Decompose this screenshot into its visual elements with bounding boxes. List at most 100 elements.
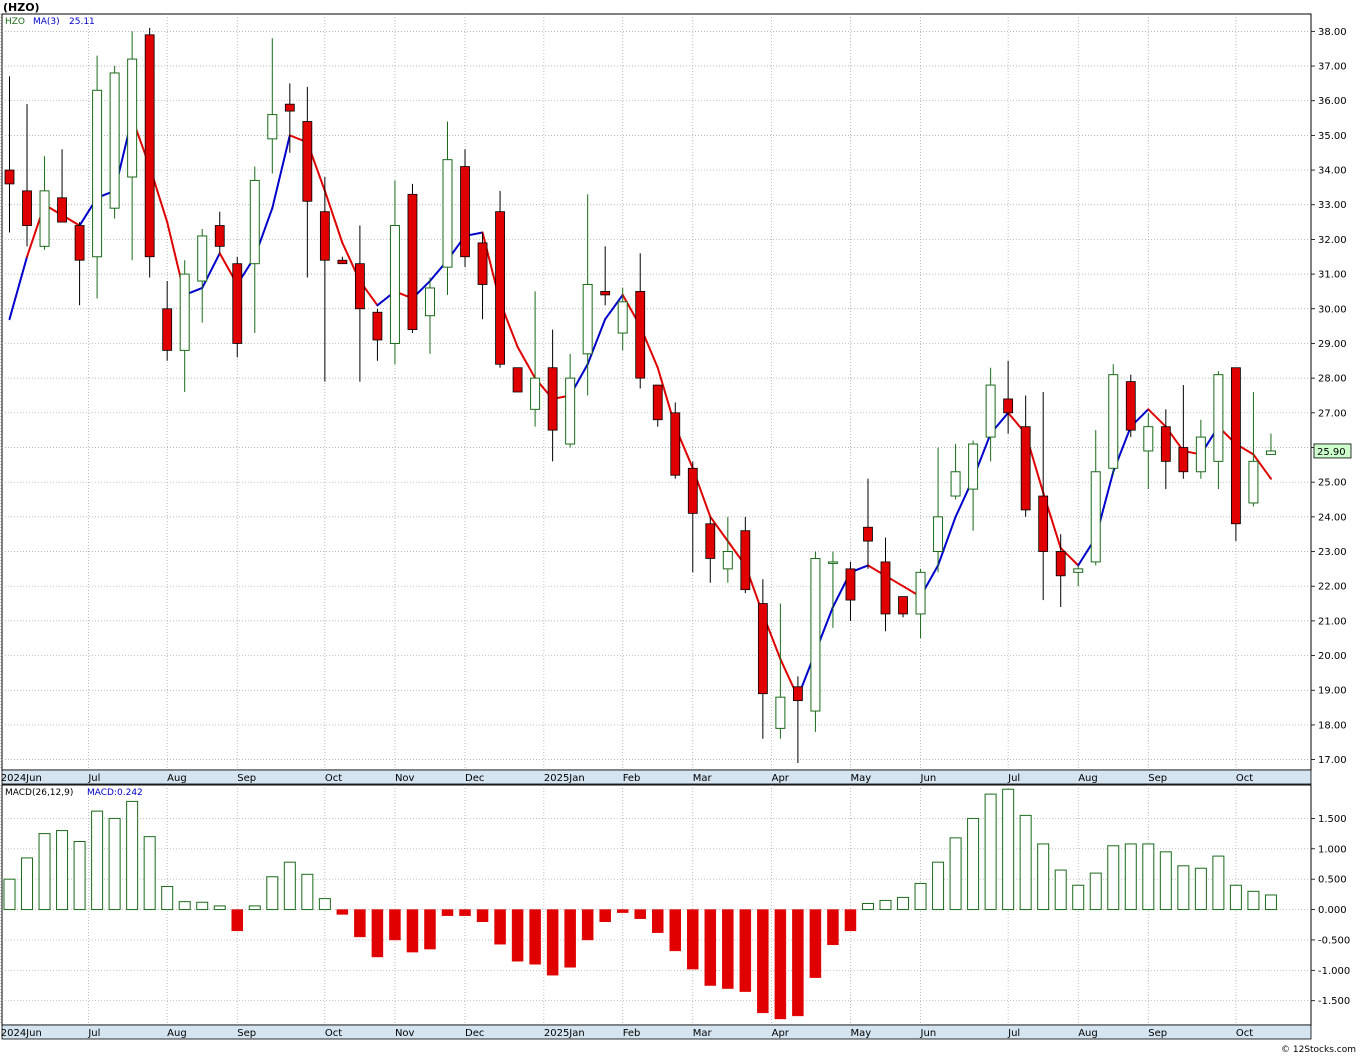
macd-bar-positive	[143, 836, 156, 911]
candle-body-up	[985, 384, 996, 438]
candle	[4, 76, 15, 233]
candle	[424, 277, 435, 354]
ma3-segment	[1252, 453, 1272, 480]
candle	[372, 308, 383, 361]
x-tick-label: Dec	[465, 773, 484, 784]
candle	[249, 166, 260, 334]
candle	[1248, 392, 1259, 507]
y-tick-label: 29.00	[1318, 339, 1347, 350]
candle	[845, 561, 856, 621]
macd-bar-negative	[459, 909, 471, 916]
macd-bar-positive	[318, 898, 331, 911]
macd-bar-positive	[248, 905, 261, 911]
candle-body-down	[1020, 426, 1031, 511]
macd-bar-negative	[354, 909, 366, 938]
ma3-segment	[937, 515, 957, 567]
candle	[39, 156, 50, 250]
candle-body-up	[775, 696, 786, 729]
legend-ma-label: MA(3)	[33, 17, 60, 27]
ma3-segment	[1059, 547, 1080, 567]
candle	[687, 461, 698, 573]
candle	[793, 676, 803, 764]
x-tick-label: Sep	[1148, 773, 1167, 784]
candle	[933, 447, 944, 573]
candle	[1090, 430, 1101, 566]
x-tick-label: Oct	[325, 1028, 342, 1039]
macd-bar-positive	[56, 830, 69, 911]
x-tick-label: Jun	[920, 773, 937, 784]
macd-bar-negative	[476, 909, 489, 922]
y-tick-label: 23.00	[1318, 547, 1347, 558]
ma3-segment	[586, 318, 607, 366]
x-tick-label: Sep	[237, 773, 256, 784]
candle	[1195, 419, 1206, 479]
candle	[635, 253, 646, 389]
x-tick-label: Apr	[772, 1028, 790, 1039]
x-tick-label: Sep	[1148, 1028, 1167, 1039]
macd-bar-negative	[389, 909, 401, 941]
candle-body-down	[635, 291, 646, 379]
candle	[1213, 371, 1224, 490]
candle-body-down	[1055, 551, 1066, 577]
candle	[985, 367, 996, 462]
candle-body-up	[827, 561, 838, 564]
candle	[1125, 374, 1136, 438]
candle	[1003, 360, 1014, 434]
macd-bar-positive	[1107, 845, 1120, 911]
macd-bar-negative	[581, 909, 594, 941]
candle	[337, 256, 348, 265]
candle-body-down	[57, 197, 67, 223]
candle	[1143, 412, 1154, 490]
candle-body-down	[372, 311, 383, 341]
macd-bar-negative	[616, 909, 629, 913]
candle	[232, 256, 243, 358]
macd-bar-negative	[704, 909, 717, 986]
candle-body-up	[1195, 436, 1206, 473]
candle	[460, 149, 470, 268]
candle	[600, 246, 611, 306]
x-tick-label: Feb	[623, 773, 641, 784]
candle	[950, 444, 961, 500]
last-price-label: 25.90	[1317, 447, 1346, 458]
candle	[670, 402, 681, 479]
macd-bar-positive	[108, 817, 121, 911]
ma3-segment	[323, 189, 344, 244]
x-axis-band-macd	[1, 1024, 1312, 1040]
macd-bar-negative	[757, 909, 769, 1014]
candle	[302, 86, 313, 278]
candle-body-up	[389, 225, 400, 344]
y-tick-label: 20.00	[1318, 651, 1347, 662]
candle	[1055, 534, 1066, 608]
candle-body-up	[1265, 450, 1276, 455]
y-tick-label: 37.00	[1318, 62, 1347, 73]
macd-bar-negative	[424, 909, 436, 950]
macd-bar-negative	[529, 909, 541, 965]
x-tick-label: Aug	[1078, 1028, 1098, 1039]
x-tick-label: 2024Jun	[1, 773, 42, 784]
candle-body-up	[179, 273, 190, 351]
macd-y-axis: 1.500 1.000 0.500 0.000 -0.500 -1.000 -1.500	[1311, 814, 1350, 1007]
x-tick-label: Oct	[1236, 1028, 1253, 1039]
x-tick-label: Nov	[395, 773, 415, 784]
ma3-segment	[604, 293, 624, 321]
candle	[915, 568, 926, 639]
candle-body-up	[1108, 374, 1119, 469]
x-tick-label: Sep	[237, 1028, 256, 1039]
macd-bar-positive	[1089, 872, 1102, 911]
macd-bar-positive	[91, 810, 104, 911]
candle	[319, 176, 330, 382]
macd-bar-negative	[494, 909, 506, 945]
candle	[512, 367, 523, 393]
x-tick-label: 2025Jan	[544, 1028, 585, 1039]
macd-bar-negative	[231, 909, 244, 932]
candle	[57, 149, 67, 223]
x-tick-label: Oct	[325, 773, 342, 784]
candle	[407, 183, 418, 334]
x-tick-label: Aug	[167, 773, 187, 784]
y-tick-label: 38.00	[1318, 27, 1347, 38]
candle	[827, 551, 838, 628]
candle-body-up	[915, 571, 926, 615]
chart-title: (HZO)	[3, 1, 40, 14]
candle	[1160, 409, 1171, 490]
x-axis-band-price	[1, 769, 1312, 785]
